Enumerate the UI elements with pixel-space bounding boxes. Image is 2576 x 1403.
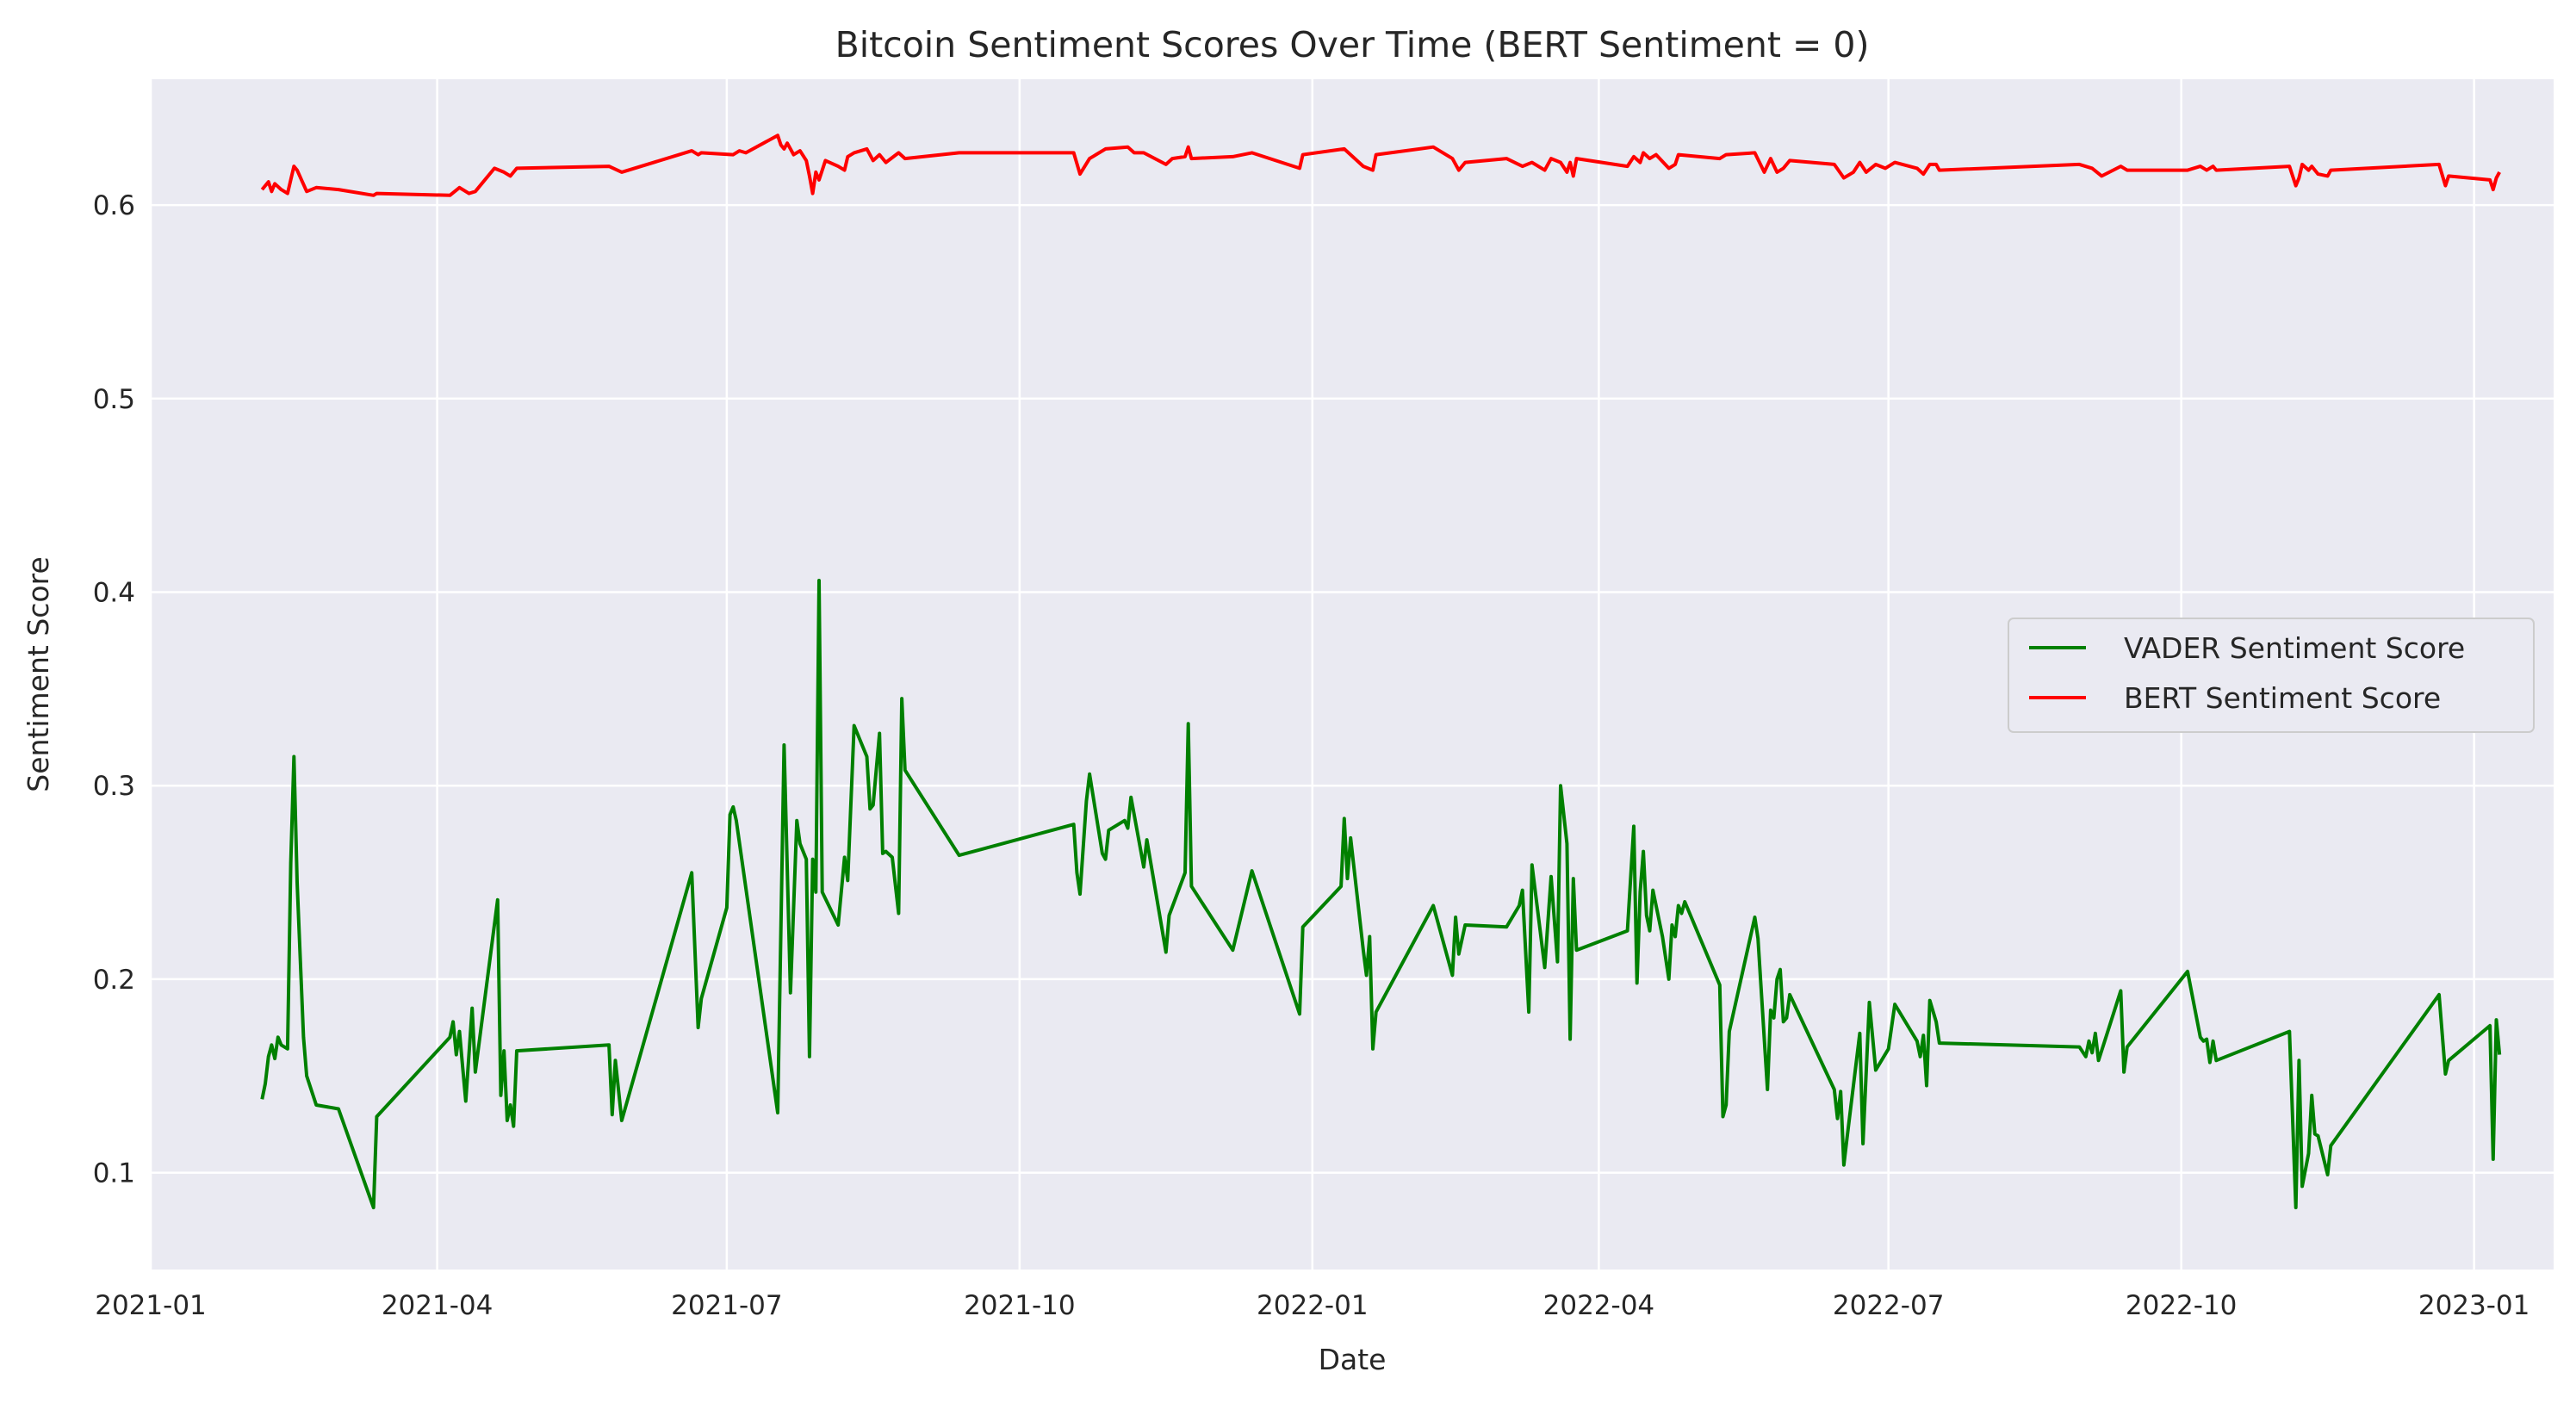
x-tick-label: 2022-10 [2126, 1290, 2238, 1321]
y-tick-label: 0.4 [93, 577, 135, 608]
y-tick-label: 0.2 [93, 965, 135, 996]
y-tick-label: 0.6 [93, 190, 135, 221]
x-axis-label: Date [1319, 1343, 1387, 1376]
legend-box [2008, 618, 2535, 733]
vader-series-line [260, 579, 2502, 1210]
bert-series-line [260, 133, 2501, 197]
grid [149, 79, 2554, 1270]
x-tick-label: 2021-10 [964, 1290, 1076, 1321]
x-tick-label: 2023-01 [2418, 1290, 2530, 1321]
legend: VADER Sentiment Score BERT Sentiment Sco… [2008, 618, 2535, 733]
x-tick-label: 2022-04 [1543, 1290, 1655, 1321]
y-tick-label: 0.3 [93, 771, 135, 802]
y-tick-labels: 0.1 0.2 0.3 0.4 0.5 0.6 [93, 190, 135, 1189]
x-tick-labels: 2021-01 2021-04 2021-07 2021-10 2022-01 2022-… [95, 1290, 2529, 1321]
x-tick-label: 2022-07 [1833, 1290, 1945, 1321]
chart-title: Bitcoin Sentiment Scores Over Time (BERT… [835, 24, 1870, 65]
x-tick-label: 2021-01 [95, 1290, 207, 1321]
legend-label-vader: VADER Sentiment Score [2124, 631, 2465, 665]
y-axis-label: Sentiment Score [22, 556, 55, 792]
x-tick-label: 2021-04 [382, 1290, 493, 1321]
x-tick-label: 2022-01 [1257, 1290, 1369, 1321]
y-tick-label: 0.1 [93, 1158, 135, 1189]
legend-label-bert: BERT Sentiment Score [2124, 681, 2441, 715]
y-tick-label: 0.5 [93, 384, 135, 415]
x-tick-label: 2021-07 [671, 1290, 783, 1321]
series-lines [260, 133, 2502, 1210]
